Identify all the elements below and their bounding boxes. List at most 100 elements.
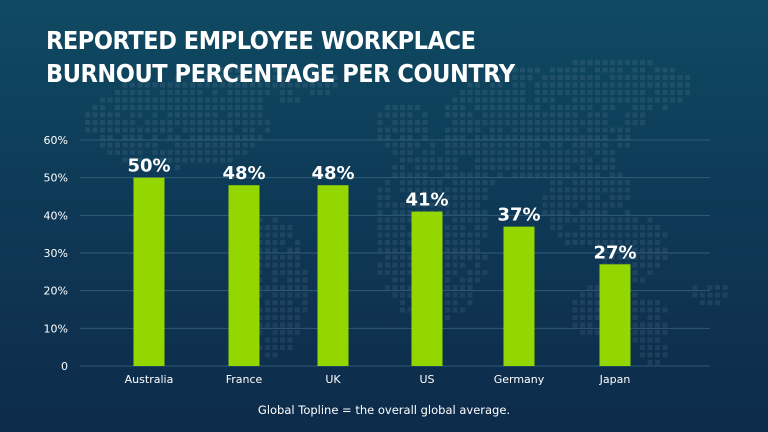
map-dot [542, 135, 548, 140]
map-dot [617, 180, 623, 185]
map-dot [415, 105, 420, 110]
map-dot [542, 90, 548, 95]
chart-title-line-2: BURNOUT PERCENTAGE PER COUNTRY [46, 59, 515, 88]
map-dot [482, 225, 488, 230]
map-dot [400, 270, 405, 275]
map-dot [452, 172, 458, 178]
map-dot [377, 270, 383, 275]
map-dot [122, 82, 128, 88]
map-dot [715, 285, 720, 290]
map-dot [557, 75, 563, 80]
map-dot [257, 75, 263, 80]
map-dot [550, 165, 555, 170]
map-dot [145, 90, 150, 95]
map-dot [385, 180, 390, 185]
map-dot [565, 157, 570, 163]
map-dot [655, 255, 660, 260]
map-dot [625, 142, 630, 148]
map-dot [632, 60, 638, 65]
map-dot [512, 90, 518, 95]
map-dot [287, 75, 293, 80]
map-dot [137, 150, 143, 155]
map-dot [190, 120, 195, 125]
map-dot [100, 112, 105, 118]
map-dot [677, 82, 683, 88]
map-dot [422, 112, 428, 118]
map-dot [640, 300, 645, 305]
map-dot [572, 112, 578, 118]
chart-title-line-1: REPORTED EMPLOYEE WORKPLACE [46, 26, 476, 55]
map-dot [587, 232, 593, 238]
map-dot [632, 240, 638, 245]
map-dot [407, 255, 413, 260]
map-dot [85, 127, 90, 133]
map-dot [625, 232, 630, 238]
map-dot [617, 90, 623, 95]
map-dot [407, 262, 413, 268]
map-dot [542, 157, 548, 163]
map-dot [160, 105, 165, 110]
map-dot [452, 180, 458, 185]
map-dot [137, 82, 143, 88]
map-dot [565, 210, 570, 215]
map-dot [167, 150, 173, 155]
map-dot [572, 127, 578, 133]
map-dot [460, 172, 465, 178]
map-dot [130, 127, 135, 133]
map-dot [587, 315, 593, 320]
map-dot [580, 105, 585, 110]
map-dot [197, 112, 203, 118]
map-dot [557, 187, 563, 193]
map-dot [475, 210, 480, 215]
y-tick-label: 0 [61, 360, 68, 373]
map-dot [587, 195, 593, 200]
map-dot [175, 75, 180, 80]
map-dot [205, 112, 210, 118]
map-dot [610, 195, 615, 200]
map-dot [535, 105, 540, 110]
bar-data-label: 48% [311, 163, 354, 184]
map-dot [220, 127, 225, 133]
map-dot [415, 187, 420, 193]
map-dot [280, 240, 285, 245]
map-dot [580, 90, 585, 95]
map-dot [610, 105, 615, 110]
map-dot [182, 90, 188, 95]
map-dot [497, 135, 503, 140]
map-dot [587, 112, 593, 118]
map-dot [625, 75, 630, 80]
map-dot [587, 180, 593, 185]
map-dot [625, 135, 630, 140]
map-dot [437, 165, 443, 170]
map-dot [197, 157, 203, 163]
map-dot [505, 105, 510, 110]
map-dot [632, 255, 638, 260]
map-dot [137, 112, 143, 118]
map-dot [580, 165, 585, 170]
map-dot [640, 277, 645, 283]
map-dot [452, 217, 458, 223]
map-dot [580, 60, 585, 65]
map-dot [280, 345, 285, 350]
map-dot [242, 75, 248, 80]
map-dot [137, 90, 143, 95]
map-dot [452, 120, 458, 125]
map-dot [595, 75, 600, 80]
map-dot [205, 75, 210, 80]
map-dot [317, 90, 323, 95]
map-dot [580, 135, 585, 140]
map-dot [602, 180, 608, 185]
map-dot [130, 135, 135, 140]
map-dot [512, 105, 518, 110]
map-dot [647, 337, 653, 343]
map-dot [385, 255, 390, 260]
map-dot [400, 127, 405, 133]
map-dot [460, 112, 465, 118]
map-dot [175, 165, 180, 170]
map-dot [130, 112, 135, 118]
map-dot [490, 90, 495, 95]
map-dot [475, 157, 480, 163]
map-dot [565, 105, 570, 110]
map-dot [557, 90, 563, 95]
